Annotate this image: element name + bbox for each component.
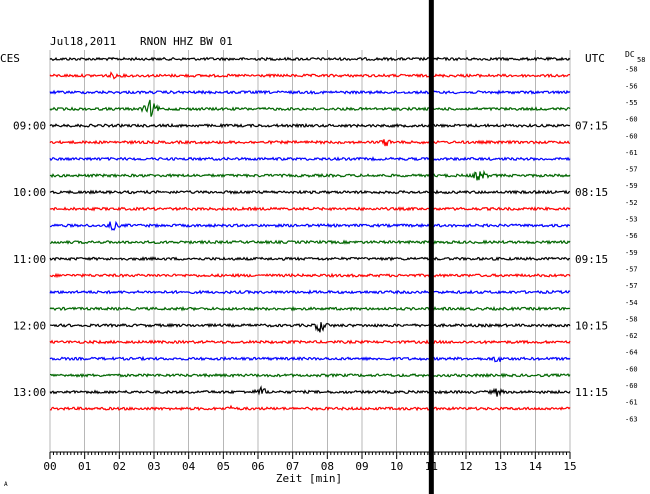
dc-offset-label: -62	[625, 332, 638, 340]
dc-offset-label: -60	[625, 365, 638, 373]
dc-offset-label: -63	[625, 415, 638, 423]
dc-offset-label: -59	[625, 249, 638, 257]
x-axis-title: Zeit [min]	[276, 472, 342, 485]
right-time-label: 09:15	[575, 253, 608, 266]
x-tick-label: 10	[390, 460, 403, 473]
trace-8	[49, 189, 571, 195]
x-tick-label: 13	[494, 460, 507, 473]
trace-14	[49, 289, 571, 295]
station-label: RNON HHZ BW 01	[140, 35, 233, 48]
traces	[49, 56, 571, 412]
dc-offset-label: -60	[625, 382, 638, 390]
trace-16	[49, 322, 571, 333]
current-time-marker	[428, 0, 434, 494]
left-time-label: 09:00	[13, 120, 46, 133]
trace-17	[49, 339, 571, 345]
footer-mark: A	[4, 481, 8, 488]
x-tick-label: 05	[217, 460, 230, 473]
trace-15	[49, 305, 571, 312]
trace-10	[50, 220, 570, 231]
x-tick-label: 06	[251, 460, 264, 473]
trace-0	[49, 56, 571, 62]
dc-offset-label: -64	[625, 349, 638, 357]
dc-offset-label: -57	[625, 166, 638, 174]
x-tick-label: 14	[529, 460, 543, 473]
dc-offset-labels: -58 -56 -55 -60 -60 -61 -57 -59 -52 -53 -56 -59 -57 -…	[625, 66, 638, 424]
dc-offset-label: -54	[625, 299, 638, 307]
trace-20	[49, 385, 571, 397]
trace-18	[49, 355, 571, 363]
dc-offset-label: -61	[625, 399, 638, 407]
x-tick-label: 02	[113, 460, 126, 473]
left-timezone-label: CES	[0, 52, 20, 65]
x-tick-label: 12	[459, 460, 472, 473]
trace-19	[49, 372, 571, 379]
trace-21	[49, 404, 571, 412]
trace-4	[49, 122, 571, 129]
right-time-labels: 07:15 08:15 09:15 10:15 11:15	[575, 120, 608, 399]
dc-offset-label: -52	[625, 199, 638, 207]
x-tick-label: 00	[43, 460, 56, 473]
dc-offset-label: -61	[625, 149, 638, 157]
left-time-label: 10:00	[13, 186, 46, 199]
dc-offset-label: -55	[625, 99, 638, 107]
dc-offset-label: -56	[625, 232, 638, 240]
dc-offset-label: -58	[625, 315, 638, 323]
trace-11	[49, 239, 571, 245]
x-tick-label: 01	[78, 460, 91, 473]
left-time-label: 11:00	[13, 253, 46, 266]
left-time-labels: 09:00 10:00 11:00 12:00 13:00	[13, 120, 46, 399]
dc-offset-label: -57	[625, 282, 638, 290]
dc-offset-label: -59	[625, 182, 638, 190]
right-time-label: 11:15	[575, 386, 608, 399]
trace-13	[49, 272, 571, 279]
trace-12	[49, 256, 571, 262]
x-tick-label: 15	[563, 460, 576, 473]
dc-offset-label: -56	[625, 82, 638, 90]
trace-1	[49, 71, 570, 80]
right-timezone-label: UTC	[585, 52, 605, 65]
right-time-label: 10:15	[575, 319, 608, 332]
x-tick-label: 08	[321, 460, 334, 473]
right-time-label: 07:15	[575, 120, 608, 133]
dc-offset-label: -58	[625, 66, 638, 74]
left-time-label: 13:00	[13, 386, 46, 399]
x-tick-label: 09	[355, 460, 368, 473]
left-time-label: 12:00	[13, 319, 46, 332]
right-time-label: 08:15	[575, 186, 608, 199]
dc-offset-label: -53	[625, 216, 638, 224]
date-label: Jul18,2011	[50, 35, 116, 48]
trace-6	[49, 156, 571, 162]
dc-offset-label: -60	[625, 132, 638, 140]
trace-7	[49, 169, 571, 181]
x-tick-label: 07	[286, 460, 299, 473]
trace-3	[49, 99, 571, 117]
trace-9	[49, 206, 571, 212]
dc-label: DC	[625, 50, 635, 59]
dc-first-value: 58	[637, 56, 645, 64]
trace-5	[49, 139, 571, 147]
x-axis: 00010203040506070809101112131415	[43, 451, 577, 473]
dc-offset-label: -57	[625, 265, 638, 273]
x-tick-label: 03	[147, 460, 160, 473]
dc-offset-label: -60	[625, 116, 638, 124]
x-tick-label: 04	[182, 460, 196, 473]
trace-2	[49, 89, 571, 96]
